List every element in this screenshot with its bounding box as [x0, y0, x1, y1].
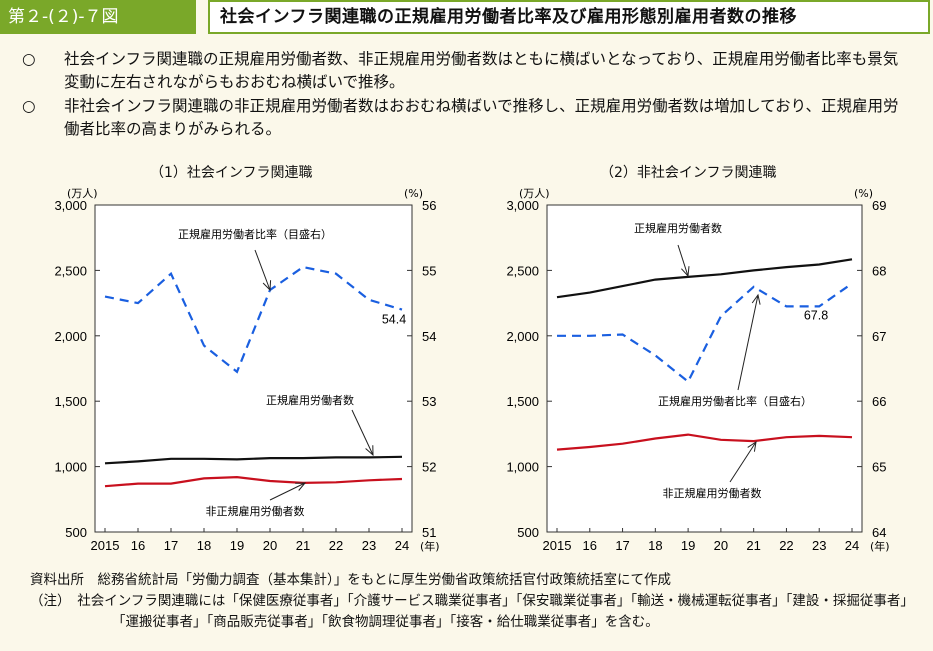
- y-left-tick-label: 3,000: [506, 198, 539, 213]
- plot-area: [94, 204, 413, 533]
- x-tick-label: 17: [164, 538, 178, 553]
- x-tick-label: 20: [714, 538, 728, 553]
- x-tick-label: 16: [131, 538, 145, 553]
- y-left-tick-label: 500: [65, 525, 87, 540]
- series-label-nonregular: 非正規雇用労働者数: [206, 504, 305, 518]
- y-left-unit: (万人): [519, 187, 550, 200]
- y-left-tick-label: 2,500: [506, 263, 539, 278]
- ratio-end-label: 54.4: [382, 313, 406, 327]
- footnote: （注） 社会インフラ関連職には「保健医療従事者」「介護サービス職業従事者」「保安…: [30, 593, 914, 630]
- x-tick-label: 2015: [91, 538, 120, 553]
- series-line-regular: [556, 258, 853, 299]
- series-label-arrow: [729, 441, 757, 483]
- y-left-tick-label: 3,000: [54, 198, 87, 213]
- y-right-tick-label: 64: [872, 525, 886, 540]
- series-label-arrow: [737, 294, 759, 391]
- series-label-arrow: [269, 482, 306, 501]
- bullet-text: 社会インフラ関連職の正規雇用労働者数、非正規雇用労働者数はともに横ばいとなってお…: [64, 50, 899, 91]
- bullet-text: 非社会インフラ関連職の非正規雇用労働者数はおおむね横ばいで推移し、正規雇用労働者…: [64, 97, 899, 138]
- x-tick-label: 21: [746, 538, 760, 553]
- y-right-tick-label: 51: [422, 525, 436, 540]
- y-right-tick-label: 67: [872, 329, 886, 344]
- arrow-head: [262, 280, 272, 292]
- chart-2-title: （2）非社会インフラ関連職: [600, 165, 777, 181]
- x-tick-label: 17: [615, 538, 629, 553]
- arrow-head: [681, 266, 690, 278]
- bullet-mark: ○: [22, 97, 36, 115]
- x-tick-label: 24: [845, 538, 859, 553]
- series-line-ratio: [104, 265, 403, 374]
- x-tick-label: 24: [395, 538, 409, 553]
- series-label-nonregular: 非正規雇用労働者数: [663, 486, 762, 500]
- source-note: 資料出所 総務省統計局「労働力調査（基本集計）」をもとに厚生労働省政策統括官付政…: [30, 572, 671, 588]
- figure-label: 第２-(２)-７図: [0, 0, 196, 34]
- arrow-head: [747, 440, 757, 452]
- series-label-regular: 正規雇用労働者数: [266, 393, 354, 407]
- bullet-mark: ○: [22, 50, 36, 68]
- y-right-tick-label: 52: [422, 460, 436, 475]
- y-right-tick-label: 56: [422, 198, 436, 213]
- series-line-nonregular: [104, 475, 403, 488]
- header: 第２-(２)-７図 社会インフラ関連職の正規雇用労働者比率及び雇用形態別雇用者数…: [0, 0, 933, 40]
- arrow-head: [751, 293, 761, 305]
- series-label-ratio: 正規雇用労働者比率（目盛右）: [178, 227, 332, 241]
- x-tick-label: 18: [648, 538, 662, 553]
- x-tick-label: 19: [230, 538, 244, 553]
- summary-bullets: ○ 社会インフラ関連職の正規雇用労働者数、非正規雇用労働者数はともに横ばいとなっ…: [22, 48, 912, 142]
- y-right-tick-label: 66: [872, 394, 886, 409]
- y-left-tick-label: 500: [517, 525, 539, 540]
- y-right-tick-label: 53: [422, 394, 436, 409]
- x-tick-label: 21: [296, 538, 310, 553]
- x-tick-label: 2015: [543, 538, 572, 553]
- y-left-tick-label: 1,000: [54, 460, 87, 475]
- y-right-unit: (%): [404, 187, 423, 200]
- y-right-tick-label: 65: [872, 460, 886, 475]
- series-label-arrow: [351, 409, 374, 456]
- series-line-regular: [104, 455, 403, 465]
- y-right-tick-label: 68: [872, 263, 886, 278]
- page-title: 社会インフラ関連職の正規雇用労働者比率及び雇用形態別雇用者数の推移: [208, 0, 930, 34]
- x-tick-label: 16: [583, 538, 597, 553]
- x-tick-label: 19: [681, 538, 695, 553]
- x-tick-label: 18: [197, 538, 211, 553]
- chart-1-title: （1）社会インフラ関連職: [150, 165, 313, 181]
- x-tick-label: 23: [362, 538, 376, 553]
- series-label-regular: 正規雇用労働者数: [634, 221, 722, 235]
- x-tick-label: 22: [779, 538, 793, 553]
- y-right-tick-label: 55: [422, 263, 436, 278]
- footer: 資料出所 総務省統計局「労働力調査（基本集計）」をもとに厚生労働省政策統括官付政…: [30, 570, 920, 633]
- series-label-arrow: [677, 244, 689, 277]
- y-right-unit: (%): [854, 187, 873, 200]
- x-tick-label: 23: [812, 538, 826, 553]
- y-left-tick-label: 2,500: [54, 263, 87, 278]
- y-left-tick-label: 1,000: [506, 460, 539, 475]
- x-unit: (年): [420, 539, 440, 553]
- series-line-nonregular: [556, 433, 853, 451]
- series-line-ratio: [557, 282, 853, 384]
- y-left-unit: (万人): [67, 187, 98, 200]
- y-left-tick-label: 2,000: [54, 329, 87, 344]
- bullet-item: ○ 非社会インフラ関連職の非正規雇用労働者数はおおむね横ばいで推移し、正規雇用労…: [22, 95, 912, 141]
- series-label-ratio: 正規雇用労働者比率（目盛右）: [658, 394, 812, 408]
- arrow-head: [365, 445, 374, 457]
- plot-area: [546, 204, 863, 533]
- y-left-tick-label: 1,500: [54, 394, 87, 409]
- bullet-item: ○ 社会インフラ関連職の正規雇用労働者数、非正規雇用労働者数はともに横ばいとなっ…: [22, 48, 912, 94]
- x-tick-label: 22: [329, 538, 343, 553]
- y-right-tick-label: 54: [422, 329, 436, 344]
- x-unit: (年): [870, 539, 890, 553]
- series-label-arrow: [254, 249, 271, 291]
- x-tick-label: 20: [263, 538, 277, 553]
- y-left-tick-label: 2,000: [506, 329, 539, 344]
- ratio-end-label: 67.8: [804, 308, 828, 322]
- y-left-tick-label: 1,500: [506, 394, 539, 409]
- y-right-tick-label: 69: [872, 198, 886, 213]
- arrow-head: [295, 482, 307, 491]
